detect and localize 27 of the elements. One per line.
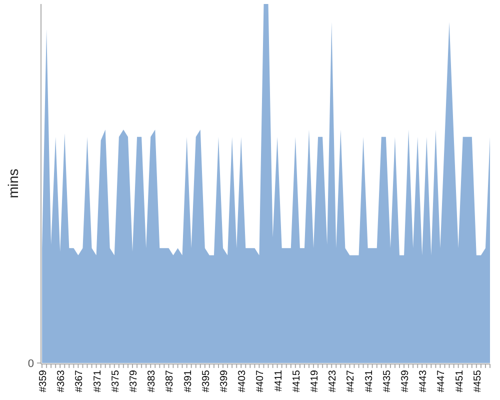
x-tick-label: #423	[328, 370, 339, 392]
x-tick-label: #447	[436, 370, 448, 392]
x-tick-label: #399	[219, 370, 230, 392]
x-tick-label: #407	[255, 370, 266, 392]
x-tick-label: #387	[164, 370, 176, 392]
x-tick-label: #431	[364, 370, 375, 392]
x-tick-label: #419	[310, 370, 321, 392]
x-tick-label: #435	[382, 370, 393, 392]
x-tick-label: #367	[74, 370, 86, 392]
y-axis-title: mins	[5, 168, 21, 198]
x-tick-label: #427	[346, 370, 357, 392]
text: 0	[28, 358, 34, 370]
x-tick-label: #443	[418, 370, 430, 392]
x-tick-label: #391	[182, 370, 194, 392]
x-tick-label: #455	[472, 370, 484, 392]
x-tick-label: #383	[146, 370, 158, 392]
x-tick-label: #371	[92, 370, 104, 392]
x-tick-label: #363	[56, 370, 68, 392]
x-tick-label: #403	[237, 370, 248, 392]
x-tick-label: #395	[200, 370, 212, 392]
x-tick-label: #415	[291, 370, 302, 392]
x-tick-label: #451	[454, 370, 466, 392]
x-tick-label: #375	[110, 370, 122, 392]
x-tick-label: #439	[400, 370, 412, 392]
x-tick-label: #379	[128, 370, 140, 392]
x-tick-label: #359	[38, 370, 49, 392]
x-tick-label: #411	[273, 370, 284, 392]
